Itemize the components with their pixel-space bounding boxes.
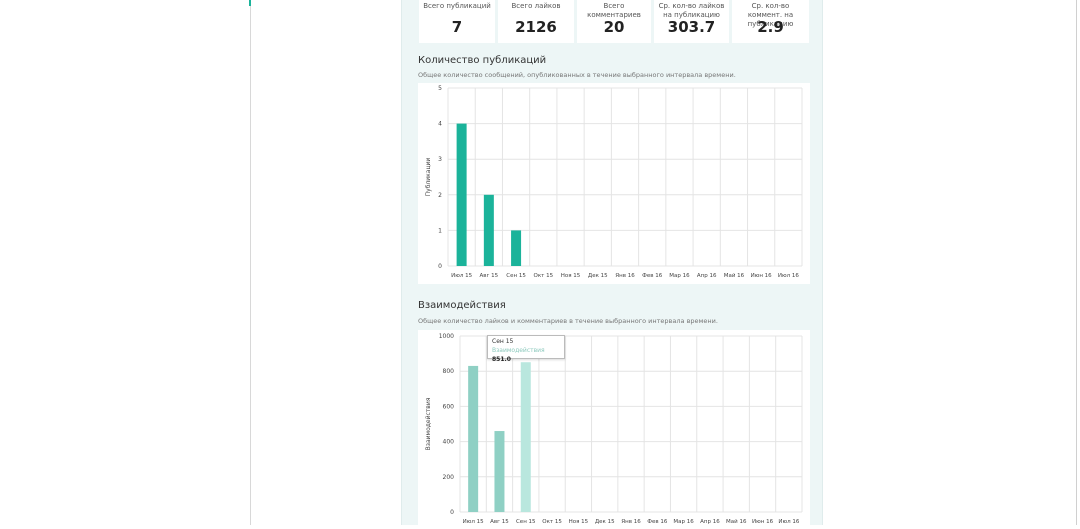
y-tick-label: 1000 [439,333,454,340]
x-tick-label: Янв 16 [615,273,635,279]
bar [483,194,494,266]
x-tick-label: Авг 15 [480,273,499,279]
interactions-chart: 0 200 400 600 800 1000 Июл 15 Авг 15 Сен 15 Окт 1… [425,333,803,525]
interactions-title: Взаимодействия [418,300,506,311]
right-edge-divider [1076,0,1077,525]
y-tick-label: 0 [450,509,454,516]
bar [494,431,505,512]
y-tick-label: 1 [438,227,442,234]
x-tick-label: Янв 16 [621,519,641,525]
y-tick-label: 800 [443,368,455,375]
interactions-description: Общее количество лайков и комментариев в… [418,317,718,325]
chart-tooltip: Сен 15 Взаимодействия 851.0 [487,335,565,363]
x-tick-label: Июн 16 [751,273,773,279]
x-tick-label: Ноя 15 [561,273,581,279]
accent-tick [249,0,251,6]
x-tick-label: Апр 16 [697,273,717,279]
stat-card-avg-likes: Ср. кол-во лайков на публикацию 303.7 [654,0,729,43]
x-tick-label: Июл 16 [778,273,800,279]
stat-value: 303.7 [667,18,716,36]
bar [468,365,479,512]
x-tick-label: Фев 16 [642,273,663,279]
y-axis-label: Взаимодействия [425,397,432,450]
stat-label: Всего комментариев [587,2,641,19]
stat-label: Ср. кол-во коммент. на публикацию [747,2,794,28]
y-axis-label: Публикации [425,158,432,197]
publications-chart: 0 1 2 3 4 5 Июл 15 Авг 15 Сен 15 Окт 15 Ноя 15 Дек … [425,85,803,279]
bar [456,123,467,266]
x-tick-label: Июл 15 [463,519,485,525]
interactions-chart-box: 0 200 400 600 800 1000 Июл 15 Авг 15 Сен 15 Окт 1… [418,330,810,525]
bar [520,362,531,512]
x-tick-label: Мар 16 [673,519,694,525]
x-tick-label: Май 16 [726,518,747,525]
x-tick-label: Мар 16 [669,273,690,279]
stat-label: Всего публикаций [423,2,491,10]
tooltip-date: Сен 15 [492,338,514,345]
stat-card-avg-comments: Ср. кол-во коммент. на публикацию 2.9 [732,0,809,43]
bar [511,230,522,266]
publications-chart-box: 0 1 2 3 4 5 Июл 15 Авг 15 Сен 15 Окт 15 Ноя 15 Дек … [418,83,810,284]
stat-value: 20 [603,18,625,36]
stat-value: 2126 [515,18,557,36]
stat-label: Всего лайков [511,2,561,10]
publications-title: Количество публикаций [418,55,547,66]
stat-value: 2.9 [757,18,784,36]
x-tick-label: Апр 16 [700,519,720,525]
x-tick-label: Дек 15 [588,273,608,279]
y-tick-label: 2 [438,192,442,199]
tooltip-value: 851.0 [492,356,511,363]
tooltip-series: Взаимодействия [492,347,545,354]
y-tick-label: 600 [443,403,455,410]
publications-description: Общее количество сообщений, опубликованн… [418,71,736,79]
y-tick-label: 5 [438,85,442,92]
y-tick-label: 3 [438,156,442,163]
x-tick-label: Авг 15 [490,519,509,525]
x-tick-label: Июл 16 [778,519,800,525]
x-tick-label: Июл 15 [451,273,473,279]
x-tick-label: Фев 16 [647,519,668,525]
stat-card-publications: Всего публикаций 7 [419,0,495,43]
y-tick-label: 400 [443,439,455,446]
y-tick-label: 4 [438,121,442,128]
stat-label: Ср. кол-во лайков на публикацию [658,2,725,19]
y-tick-label: 200 [443,474,455,481]
left-pane [0,0,250,525]
vertical-divider [250,0,251,525]
stat-card-comments: Всего комментариев 20 [577,0,651,43]
stat-value: 7 [451,18,463,36]
x-tick-label: Сен 15 [506,273,526,279]
x-tick-label: Окт 15 [542,519,562,525]
x-tick-label: Май 16 [724,272,745,279]
x-tick-label: Сен 15 [516,519,536,525]
x-tick-label: Окт 15 [534,273,554,279]
stat-card-likes: Всего лайков 2126 [498,0,574,43]
y-tick-label: 0 [438,263,442,270]
x-tick-label: Ноя 15 [569,519,589,525]
x-tick-label: Июн 16 [752,519,774,525]
x-tick-label: Дек 15 [595,519,615,525]
